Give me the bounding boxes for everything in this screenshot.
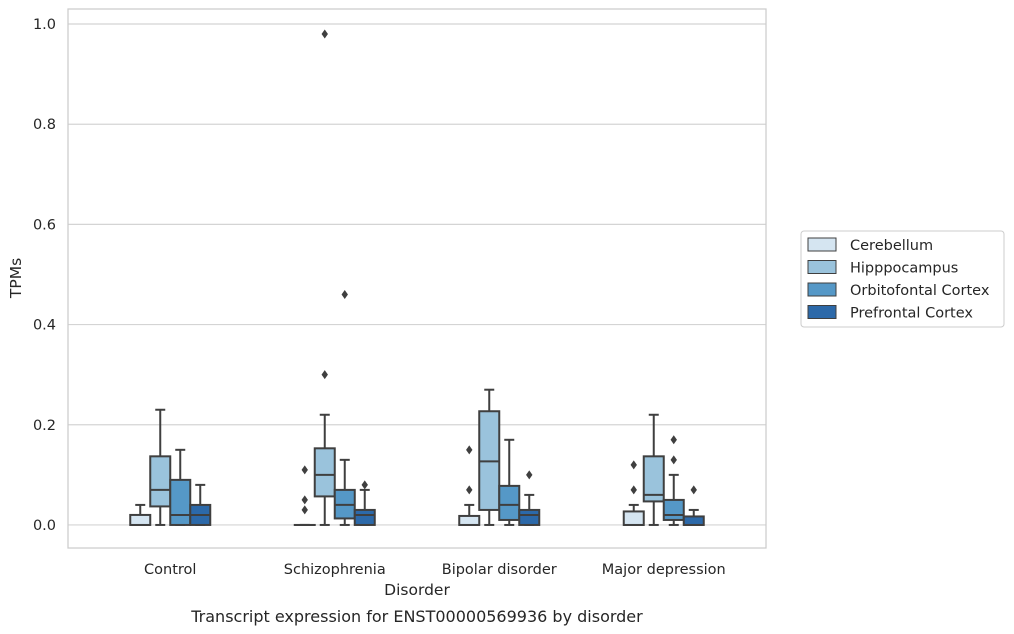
y-tick-labels: 0.0 0.2 0.4 0.6 0.8 1.0	[33, 17, 56, 534]
outlier-point	[301, 505, 308, 515]
outlier-point	[466, 485, 473, 495]
box-body	[642, 455, 665, 503]
box-body	[458, 514, 481, 526]
legend-label: Orbitofontal Cortex	[850, 283, 990, 299]
box-body	[313, 447, 336, 498]
box-body	[622, 510, 645, 526]
y-tick-label: 0.6	[33, 217, 56, 233]
box-1-3	[353, 480, 376, 526]
box-3-2	[662, 435, 685, 526]
x-tick-label: Control	[144, 562, 196, 578]
box-2-1	[478, 388, 501, 526]
y-tick-label: 0.8	[33, 117, 56, 133]
plot-frame	[67, 8, 767, 549]
box-0-2	[169, 448, 192, 526]
outlier-point	[341, 290, 348, 300]
x-tick-label: Schizophrenia	[284, 562, 386, 578]
box-body	[353, 508, 376, 526]
box-3-0	[622, 460, 645, 526]
legend-label: Cerebellum	[850, 238, 933, 254]
box-2-3	[518, 470, 541, 526]
box-body	[662, 498, 685, 521]
y-tick-label: 1.0	[33, 17, 56, 33]
outlier-point	[301, 495, 308, 505]
legend-swatch	[807, 305, 837, 319]
x-tick-label: Major depression	[602, 562, 726, 578]
outlier-point	[630, 485, 637, 495]
box-groups	[129, 29, 705, 526]
box-3-1	[642, 413, 665, 526]
outlier-point	[670, 455, 677, 465]
y-tick-label: 0.0	[33, 518, 56, 534]
legend-swatch	[807, 282, 837, 297]
legend-swatch	[807, 237, 837, 252]
box-0-3	[189, 483, 212, 526]
box-1-2	[333, 290, 356, 526]
outlier-point	[526, 470, 533, 480]
x-tick-labels: Control Schizophrenia Bipolar disorder Majo…	[144, 562, 726, 578]
box-body	[498, 484, 521, 521]
box-0-0	[129, 503, 152, 526]
box-body	[682, 515, 705, 526]
box-body	[129, 513, 152, 526]
box-0-1	[149, 408, 172, 526]
box-body	[518, 508, 541, 526]
outlier-point	[670, 435, 677, 445]
x-tick-label: Bipolar disorder	[442, 562, 557, 578]
outlier-point	[361, 480, 368, 490]
y-axis-title: TPMs	[7, 258, 25, 299]
y-tick-label: 0.4	[33, 318, 56, 334]
box-1-0	[293, 465, 316, 526]
box-3-3	[682, 485, 705, 526]
outlier-point	[321, 29, 328, 39]
box-body	[169, 478, 192, 526]
box-2-2	[498, 438, 521, 526]
outlier-point	[630, 460, 637, 470]
legend-label: Prefrontal Cortex	[850, 306, 973, 322]
legend-frame	[800, 230, 1005, 328]
legend-label: Hipppocampus	[850, 261, 958, 277]
chart-caption: Transcript expression for ENST0000056993…	[190, 607, 643, 626]
outlier-point	[466, 445, 473, 455]
legend: Cerebellum Hipppocampus Orbitofontal Corte…	[800, 230, 1005, 328]
legend-swatch	[807, 260, 837, 274]
outlier-point	[301, 465, 308, 475]
box-2-0	[458, 445, 481, 526]
box-body	[149, 455, 172, 508]
y-tick-label: 0.2	[33, 418, 56, 434]
outlier-point	[321, 370, 328, 380]
outlier-point	[690, 485, 697, 495]
x-axis-title: Disorder	[384, 581, 450, 599]
box-1-1	[313, 29, 336, 526]
